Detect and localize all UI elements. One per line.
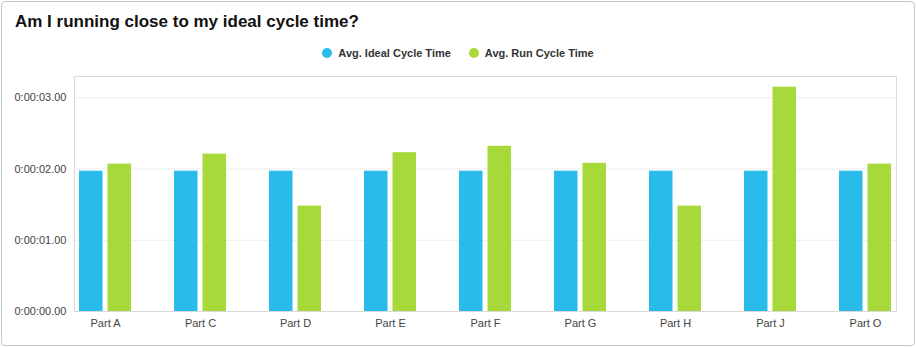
svg-text:Part C: Part C xyxy=(185,317,216,329)
svg-text:Part A: Part A xyxy=(91,317,122,329)
html-text:Avg. Run Cycle Time: Avg. Run Cycle Time xyxy=(484,47,594,59)
svg-text:0:00:02.00: 0:00:02.00 xyxy=(15,163,67,175)
svg-text:0:00:00.00: 0:00:00.00 xyxy=(15,305,67,317)
svg-text:Part G: Part G xyxy=(565,317,597,329)
html-text:Am I running close to my ideal: Am I running close to my ideal cycle tim… xyxy=(15,12,359,31)
svg-text:Part E: Part E xyxy=(375,317,406,329)
svg-text:Part D: Part D xyxy=(280,317,311,329)
html-text:Avg. Ideal Cycle Time: Avg. Ideal Cycle Time xyxy=(338,47,451,59)
svg-text:Part F: Part F xyxy=(471,317,501,329)
svg-text:0:00:03.00: 0:00:03.00 xyxy=(15,91,67,103)
svg-text:0:00:01.00: 0:00:01.00 xyxy=(15,234,67,246)
svg-text:Part J: Part J xyxy=(756,317,785,329)
svg-text:Part O: Part O xyxy=(850,317,882,329)
svg-text:Part H: Part H xyxy=(660,317,691,329)
